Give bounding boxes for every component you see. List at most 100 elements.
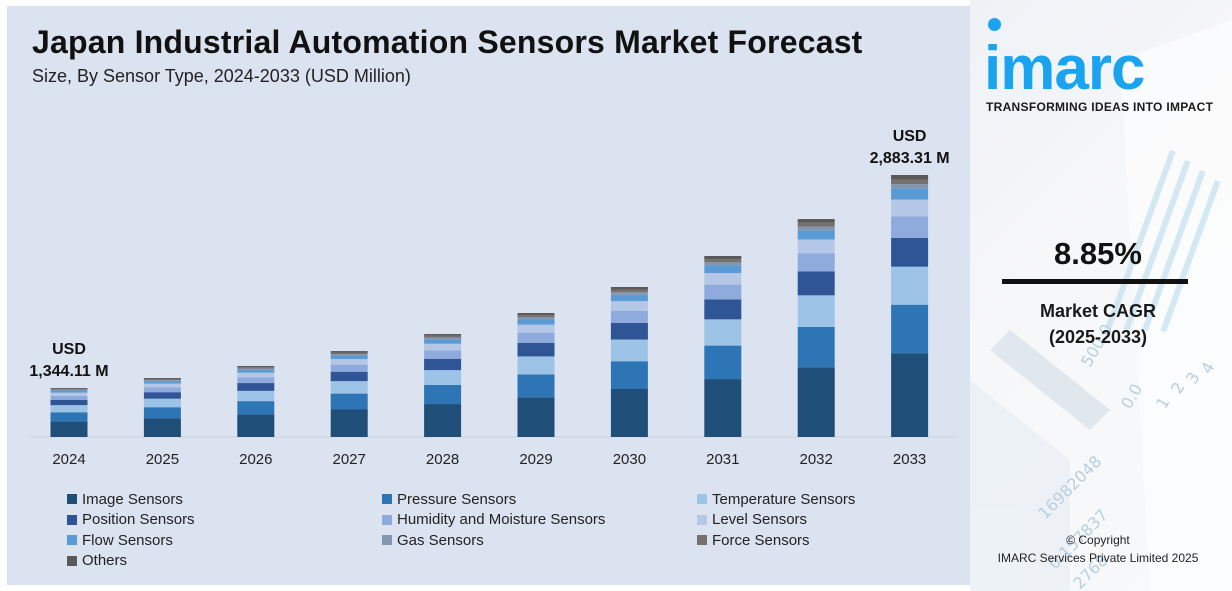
bar-segment-2024-gas-sensors	[50, 389, 88, 391]
bar-segment-2025-image-sensors	[143, 418, 181, 437]
x-tick-label-2024: 2024	[52, 451, 85, 468]
legend-item-pressure-sensors: Pressure Sensors	[382, 490, 697, 509]
bar-segment-2026-image-sensors	[237, 414, 275, 437]
cagr-divider	[1002, 279, 1188, 284]
legend-swatch-icon	[67, 494, 77, 505]
x-tick-label-2026: 2026	[239, 451, 272, 468]
bar-segment-2027-flow-sensors	[330, 355, 368, 360]
legend-item-humidity-and-moisture-sensors: Humidity and Moisture Sensors	[382, 511, 697, 530]
legend-label: Temperature Sensors	[712, 490, 856, 508]
bar-segment-2029-force-sensors	[517, 315, 555, 318]
bar-segment-2031-others	[704, 255, 742, 260]
bar-segment-2024-pressure-sensors	[50, 412, 88, 422]
cagr-value: 8.85%	[1054, 236, 1142, 271]
bar-segment-2024-level-sensors	[50, 392, 88, 396]
annotations: USD 1,344.11 M USD 2,883.31 M	[29, 128, 949, 380]
bar-segment-2033-others	[891, 175, 929, 180]
bars-group	[50, 175, 929, 437]
bar-segment-2026-level-sensors	[237, 372, 275, 378]
logo-tagline: TRANSFORMING IDEAS INTO IMPACT	[986, 100, 1214, 114]
bar-segment-2024-image-sensors	[50, 421, 88, 437]
legend-item-temperature-sensors: Temperature Sensors	[697, 490, 947, 509]
chart-panel: Japan Industrial Automation Sensors Mark…	[7, 6, 970, 585]
legend-item-position-sensors: Position Sensors	[67, 511, 382, 530]
bar-segment-2033-position-sensors	[891, 237, 929, 267]
legend-label: Gas Sensors	[397, 531, 484, 549]
legend-label: Humidity and Moisture Sensors	[397, 511, 606, 529]
bar-segment-2033-level-sensors	[891, 199, 929, 217]
bar-segment-2030-temperature-sensors	[610, 339, 648, 362]
bar-segment-2028-pressure-sensors	[424, 385, 462, 405]
x-tick-label-2031: 2031	[706, 451, 739, 468]
bar-segment-2031-humidity-and-moisture-sensors	[704, 284, 742, 300]
bar-segment-2027-gas-sensors	[330, 354, 368, 356]
bar-segment-2030-force-sensors	[610, 289, 648, 293]
x-tick-label-2030: 2030	[613, 451, 646, 468]
bar-segment-2028-temperature-sensors	[424, 370, 462, 386]
x-tick-label-2025: 2025	[146, 451, 179, 468]
bar-segment-2029-humidity-and-moisture-sensors	[517, 332, 555, 343]
bar-segment-2025-others	[143, 378, 181, 380]
bar-segment-2030-others	[610, 286, 648, 290]
legend-item-flow-sensors: Flow Sensors	[67, 531, 382, 550]
bar-segment-2024-temperature-sensors	[50, 405, 88, 413]
legend-swatch-icon	[697, 514, 707, 525]
cagr-label-line1: Market CAGR	[1039, 301, 1157, 321]
legend-swatch-icon	[697, 535, 707, 546]
legend-item-others: Others	[67, 552, 382, 571]
bar-segment-2030-humidity-and-moisture-sensors	[610, 310, 648, 323]
bar-segment-2027-humidity-and-moisture-sensors	[330, 364, 368, 372]
bar-segment-2027-pressure-sensors	[330, 393, 368, 410]
bar-segment-2029-temperature-sensors	[517, 356, 555, 375]
imarc-logo: imarc	[984, 34, 1145, 103]
bar-segment-2031-position-sensors	[704, 299, 742, 320]
legend-item-image-sensors: Image Sensors	[67, 490, 382, 509]
bar-segment-2027-level-sensors	[330, 359, 368, 365]
bar-segment-2032-pressure-sensors	[797, 326, 835, 368]
bar-segment-2033-gas-sensors	[891, 184, 929, 189]
value-annotation-2033-line2: 2,883.31 M	[870, 150, 950, 167]
legend-swatch-icon	[382, 514, 392, 525]
bar-segment-2024-humidity-and-moisture-sensors	[50, 395, 88, 400]
bar-segment-2029-gas-sensors	[517, 317, 555, 320]
x-tick-label-2027: 2027	[333, 451, 366, 468]
legend-label: Others	[82, 552, 128, 570]
value-annotation-2033-line1: USD	[893, 128, 927, 145]
bar-segment-2032-flow-sensors	[797, 230, 835, 240]
bar-segment-2033-force-sensors	[891, 179, 929, 185]
value-annotation-2024-line2: 1,344.11 M	[29, 363, 108, 380]
logo-dot-icon	[988, 18, 1001, 31]
bar-segment-2026-pressure-sensors	[237, 401, 275, 415]
bar-segment-2030-pressure-sensors	[610, 361, 648, 389]
bar-segment-2030-position-sensors	[610, 322, 648, 340]
bar-segment-2028-flow-sensors	[424, 339, 462, 344]
x-tick-label-2028: 2028	[426, 451, 459, 468]
bar-segment-2024-flow-sensors	[50, 390, 88, 393]
legend-item-level-sensors: Level Sensors	[697, 511, 947, 530]
bar-segment-2033-flow-sensors	[891, 188, 929, 200]
legend-label: Position Sensors	[82, 511, 195, 529]
bar-segment-2028-position-sensors	[424, 358, 462, 371]
legend: Image Sensors Pressure Sensors Temperature…	[67, 490, 947, 570]
bar-segment-2028-level-sensors	[424, 343, 462, 351]
cagr-label: Market CAGR (2025-2033)	[970, 298, 1226, 350]
bar-segment-2032-level-sensors	[797, 239, 835, 254]
bar-segment-2032-humidity-and-moisture-sensors	[797, 253, 835, 272]
legend-item-force-sensors: Force Sensors	[697, 531, 947, 550]
x-tick-label-2029: 2029	[519, 451, 552, 468]
bar-segment-2025-humidity-and-moisture-sensors	[143, 387, 181, 393]
bar-segment-2028-force-sensors	[424, 335, 462, 338]
bar-segment-2024-position-sensors	[50, 399, 88, 406]
copyright: © Copyright IMARC Services Private Limit…	[970, 531, 1226, 567]
bar-segment-2033-temperature-sensors	[891, 266, 929, 305]
bar-segment-2027-force-sensors	[330, 352, 368, 355]
bar-segment-2025-level-sensors	[143, 383, 181, 388]
bar-segment-2027-others	[330, 351, 368, 353]
chart-title: Japan Industrial Automation Sensors Mark…	[32, 24, 863, 60]
bar-segment-2031-force-sensors	[704, 259, 742, 263]
bar-segment-2031-flow-sensors	[704, 265, 742, 274]
bar-segment-2030-level-sensors	[610, 301, 648, 311]
bar-segment-2032-temperature-sensors	[797, 295, 835, 327]
legend-swatch-icon	[67, 535, 77, 546]
bar-segment-2029-level-sensors	[517, 324, 555, 333]
